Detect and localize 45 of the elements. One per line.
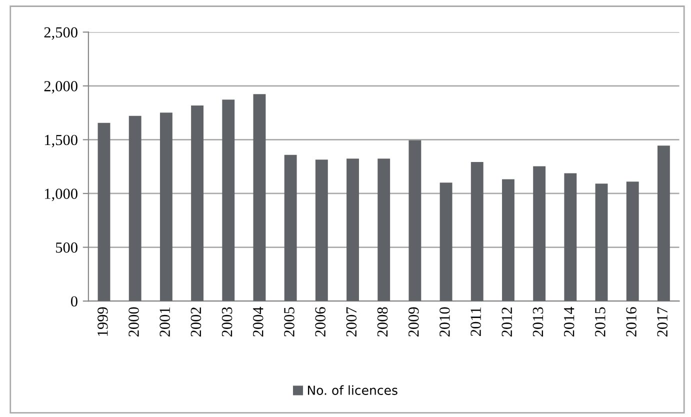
bar bbox=[128, 116, 142, 302]
bar bbox=[595, 184, 608, 302]
x-tick-label: 2001 bbox=[160, 308, 170, 337]
x-tick-label: 2011 bbox=[470, 308, 481, 336]
bar bbox=[315, 160, 328, 302]
bar bbox=[222, 100, 235, 302]
bar bbox=[253, 94, 266, 302]
x-tick-label: 2009 bbox=[408, 307, 419, 337]
y-tick-label: 2,000 bbox=[44, 81, 78, 94]
x-tick-label: 2005 bbox=[284, 307, 294, 337]
y-tick-label: 2,500 bbox=[44, 27, 78, 40]
x-tick-label: 2016 bbox=[626, 307, 636, 337]
y-tick-label: 500 bbox=[56, 242, 78, 253]
x-tick-label: 2014 bbox=[564, 306, 574, 337]
x-tick-label: 2000 bbox=[128, 307, 139, 337]
bar bbox=[440, 182, 452, 302]
y-tick-label: 1,000 bbox=[45, 188, 78, 202]
bar bbox=[191, 105, 204, 302]
x-tick-label: 2008 bbox=[377, 307, 388, 337]
x-tick-label: 2002 bbox=[190, 307, 202, 337]
bar bbox=[160, 112, 172, 302]
bar bbox=[502, 179, 514, 302]
bar bbox=[346, 158, 359, 302]
x-tick-label: 2003 bbox=[222, 307, 232, 337]
bar bbox=[533, 166, 546, 302]
x-tick-label: 2004 bbox=[252, 306, 264, 337]
bar bbox=[284, 154, 297, 302]
x-tick-label: 2017 bbox=[657, 307, 668, 337]
x-tick-label: 2007 bbox=[346, 307, 357, 337]
y-tick-label: 1,500 bbox=[45, 134, 78, 148]
bar bbox=[657, 146, 670, 302]
y-tick-label: 0 bbox=[70, 296, 78, 307]
bar bbox=[470, 162, 484, 302]
bar bbox=[408, 140, 422, 302]
bar bbox=[626, 182, 639, 302]
x-tick-label: 2010 bbox=[440, 307, 450, 337]
bar bbox=[378, 158, 390, 302]
x-tick-label: 2012 bbox=[502, 307, 512, 337]
x-tick-label: 2015 bbox=[595, 307, 606, 337]
legend-label: No. of licences bbox=[308, 385, 398, 395]
bar bbox=[98, 122, 110, 302]
bar bbox=[564, 173, 577, 302]
x-tick-label: 2013 bbox=[532, 307, 544, 337]
x-tick-label: 1999 bbox=[98, 307, 108, 336]
x-tick-label: 2006 bbox=[315, 307, 326, 337]
